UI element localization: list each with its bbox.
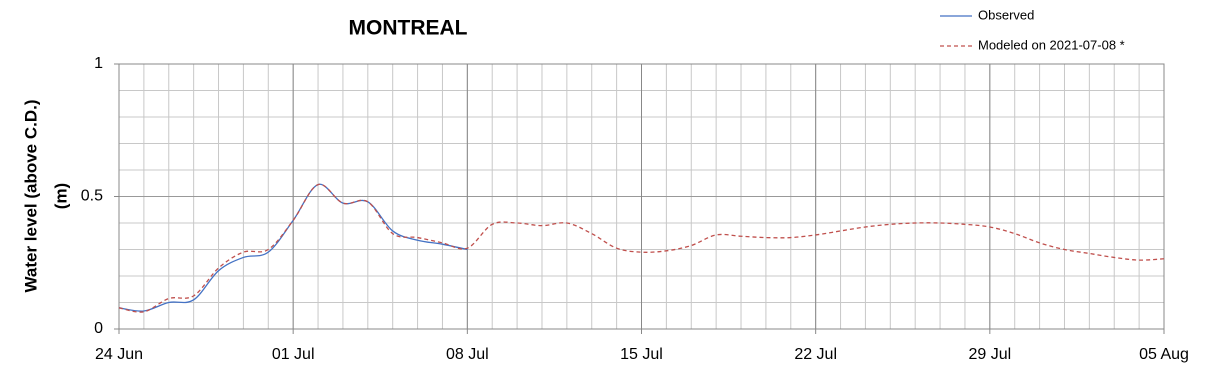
y-tick-label: 0 <box>94 320 103 337</box>
y-tick-label: 0.5 <box>81 188 103 205</box>
chart-title: MONTREAL <box>349 17 468 40</box>
legend-label: Modeled on 2021-07-08 * <box>978 37 1125 52</box>
x-tick-label: 22 Jul <box>794 346 837 363</box>
plot-frame <box>118 63 1165 330</box>
y-axis-label-line: (m) <box>51 183 70 209</box>
x-tick-label: 01 Jul <box>272 346 315 363</box>
y-tick-label: 1 <box>94 55 103 72</box>
series-line <box>118 183 468 312</box>
x-tick-label: 05 Aug <box>1139 346 1189 363</box>
legend-label: Observed <box>978 7 1034 22</box>
y-axis-label: Water level (above C.D.) (m) <box>21 99 70 292</box>
x-tick-label: 08 Jul <box>446 346 489 363</box>
x-tick-label: 15 Jul <box>620 346 663 363</box>
x-tick-label: 29 Jul <box>968 346 1011 363</box>
series-line <box>118 183 1165 313</box>
x-tick-label: 24 Jun <box>95 346 143 363</box>
y-axis-label-line: Water level (above C.D.) <box>21 99 40 292</box>
